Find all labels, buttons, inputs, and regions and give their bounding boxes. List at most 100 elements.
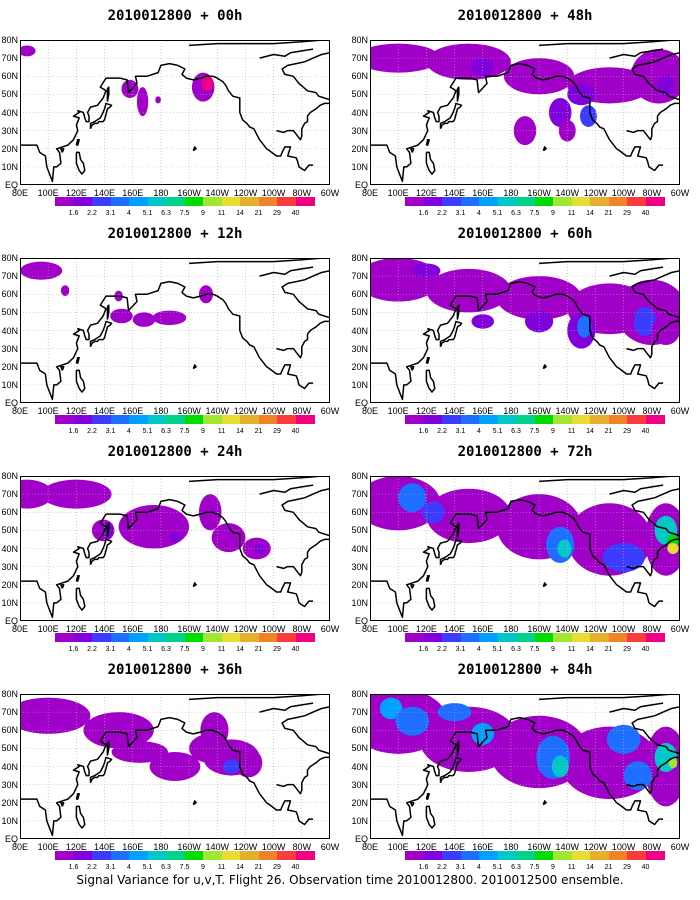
colorbar-swatch bbox=[497, 415, 517, 424]
latitude-label: 80N bbox=[1, 253, 18, 263]
colorbar-swatch bbox=[184, 197, 204, 206]
colorbar-swatch bbox=[184, 851, 204, 860]
longitude-label: 160E bbox=[122, 188, 144, 198]
longitude-label: 60W bbox=[320, 842, 340, 852]
latitude-label: EQ bbox=[4, 616, 18, 626]
coastline bbox=[259, 266, 314, 277]
variance-shading bbox=[149, 752, 201, 781]
colorbar-label: 40 bbox=[641, 428, 650, 435]
map-border bbox=[370, 258, 680, 403]
colorbar-label: 29 bbox=[273, 646, 281, 653]
variance-shading bbox=[60, 285, 70, 297]
colorbar-swatch bbox=[147, 415, 167, 424]
colorbar-swatch bbox=[110, 415, 130, 424]
longitude-label: 120E bbox=[415, 624, 437, 634]
colorbar-label: 40 bbox=[291, 210, 300, 217]
coastline bbox=[370, 280, 528, 401]
coastline bbox=[189, 39, 324, 47]
longitude-label: 160E bbox=[472, 406, 494, 416]
variance-shading bbox=[20, 261, 63, 280]
colorbar-label: 29 bbox=[273, 210, 281, 217]
colorbar-swatch bbox=[73, 415, 93, 424]
colorbar-swatch bbox=[534, 415, 554, 424]
colorbar-label: 6.3 bbox=[511, 646, 521, 653]
colorbar-label: 29 bbox=[273, 428, 281, 435]
colorbar-swatch bbox=[55, 633, 74, 642]
coastline bbox=[626, 102, 680, 141]
colorbar-swatch bbox=[645, 415, 665, 424]
colorbar-swatch bbox=[295, 633, 315, 642]
longitude-label: 140W bbox=[205, 406, 230, 416]
variance-shading bbox=[426, 488, 511, 544]
colorbar-swatch bbox=[147, 197, 167, 206]
colorbar-label: 14 bbox=[236, 646, 244, 653]
colorbar-swatch bbox=[295, 415, 315, 424]
colorbar-label: 7.5 bbox=[179, 428, 190, 435]
variance-shading bbox=[222, 759, 240, 774]
latitude-label: 50N bbox=[1, 525, 18, 536]
latitude-label: 10N bbox=[1, 379, 18, 390]
colorbar-label: 21 bbox=[604, 210, 613, 217]
latitude-label: 20N bbox=[1, 143, 18, 154]
coastline bbox=[192, 146, 197, 152]
colorbar-swatch bbox=[405, 197, 424, 206]
coastline bbox=[425, 574, 430, 582]
variance-shading bbox=[513, 116, 537, 146]
map-border bbox=[20, 476, 330, 621]
longitude-label: 160E bbox=[122, 624, 144, 634]
colorbar-swatch bbox=[405, 851, 424, 860]
longitude-label: 100E bbox=[387, 624, 409, 634]
map-plot bbox=[18, 39, 331, 185]
colorbar-label: 29 bbox=[273, 864, 281, 871]
coastline bbox=[281, 269, 331, 319]
colorbar-swatch bbox=[627, 415, 646, 424]
coastline bbox=[89, 320, 113, 348]
colorbar-swatch bbox=[553, 197, 572, 206]
colorbar-label: 1.6 bbox=[68, 428, 79, 435]
colorbar-label: 14 bbox=[586, 428, 594, 435]
longitude-label: 160W bbox=[177, 624, 201, 634]
latitude-label: 60N bbox=[1, 725, 18, 736]
colorbar-label: 2.2 bbox=[437, 210, 447, 217]
colorbar-label: 7.5 bbox=[529, 864, 540, 871]
colorbar-label: 5.1 bbox=[492, 428, 503, 435]
colorbar-swatch bbox=[423, 415, 443, 424]
colorbar-swatch bbox=[645, 851, 665, 860]
colorbar-swatch bbox=[497, 851, 517, 860]
latitude-label: 70N bbox=[351, 271, 368, 282]
colorbar-label: 3.1 bbox=[455, 864, 466, 871]
colorbar-label: 9 bbox=[551, 646, 555, 653]
latitude-label: 10N bbox=[1, 597, 18, 608]
variance-shading bbox=[136, 87, 149, 117]
colorbar-label: 5.1 bbox=[492, 210, 503, 217]
colorbar-swatch bbox=[590, 415, 609, 424]
colorbar-swatch bbox=[166, 851, 185, 860]
latitude-label: 20N bbox=[1, 579, 18, 590]
colorbar-label: 14 bbox=[586, 864, 594, 871]
colorbar-label: 21 bbox=[254, 210, 263, 217]
colorbar bbox=[55, 197, 315, 206]
colorbar-swatch bbox=[516, 197, 535, 206]
colorbar-swatch bbox=[110, 851, 130, 860]
coastline bbox=[609, 48, 664, 59]
colorbar-swatch bbox=[92, 633, 111, 642]
colorbar-swatch bbox=[221, 851, 241, 860]
map-frame: 80N 70N 60N 50N 40N 30N 20N 10N EQ 80E 100E 120E 140… bbox=[351, 254, 689, 416]
colorbar-label: 1.6 bbox=[418, 428, 429, 435]
colorbar-label: 7.5 bbox=[179, 210, 190, 217]
coastline bbox=[626, 756, 680, 795]
variance-shading bbox=[426, 268, 511, 313]
colorbar-swatch bbox=[645, 197, 665, 206]
colorbar-swatch bbox=[147, 633, 167, 642]
longitude-label: 80W bbox=[642, 188, 662, 198]
longitude-label: 100W bbox=[261, 624, 286, 634]
longitude-label: 80E bbox=[361, 842, 379, 852]
colorbar-swatch bbox=[221, 197, 241, 206]
variance-shading bbox=[18, 45, 36, 57]
coastline bbox=[281, 705, 331, 755]
colorbar-label: 7.5 bbox=[529, 646, 540, 653]
colorbar-label: 2.2 bbox=[87, 646, 97, 653]
latitude-label: 30N bbox=[351, 561, 368, 572]
map-plot bbox=[355, 475, 688, 621]
longitude-label: 160E bbox=[472, 188, 494, 198]
